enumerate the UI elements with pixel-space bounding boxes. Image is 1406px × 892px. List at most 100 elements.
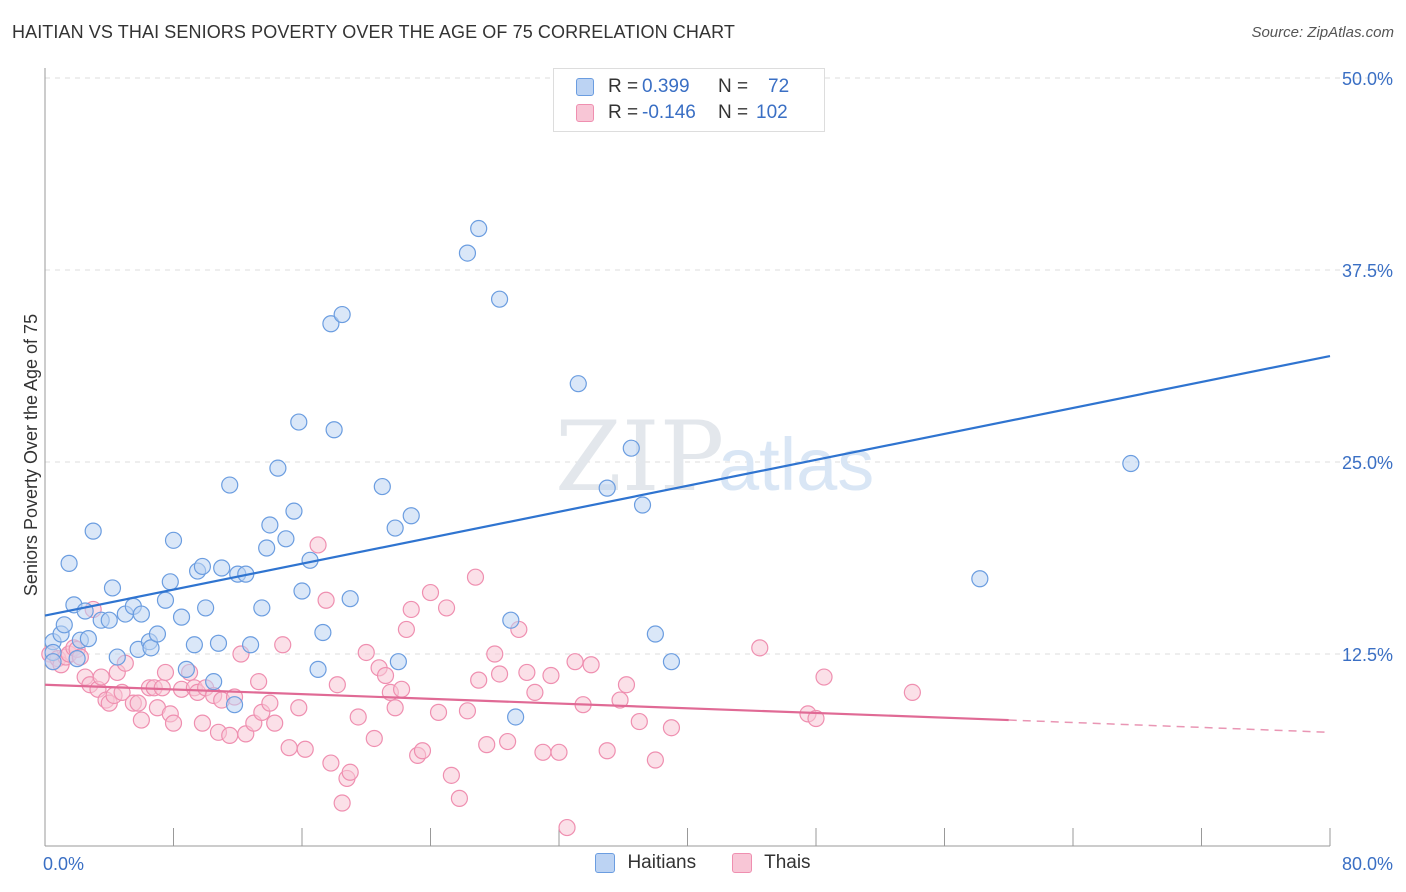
point-thais (413, 742, 432, 760)
point-haitians (68, 650, 86, 668)
point-haitians (971, 570, 989, 588)
point-haitians (622, 439, 640, 457)
point-haitians (55, 616, 73, 634)
legend-row-haitians: R = 0.399 N = 72 (576, 75, 789, 99)
point-haitians (164, 531, 183, 549)
legend-r-label: R = (608, 102, 639, 123)
trend-line-thais (44, 683, 1009, 722)
point-thais (164, 714, 183, 732)
trend-line-haitians (44, 354, 1331, 617)
trend-line-extension-thais (1008, 719, 1331, 734)
point-haitians (458, 244, 477, 262)
point-haitians (598, 479, 616, 497)
point-thais (341, 763, 359, 781)
point-haitians (108, 648, 126, 666)
point-haitians (314, 623, 332, 642)
legend-item-thais[interactable]: Thais (732, 852, 811, 874)
point-haitians (100, 611, 118, 629)
point-thais (92, 668, 110, 686)
point-thais (534, 743, 552, 761)
point-thais (558, 818, 576, 837)
point-thais (322, 754, 340, 772)
point-thais (611, 691, 629, 709)
legend-n-label: N = (718, 102, 749, 123)
x-tick-label: 80.0% (1342, 854, 1393, 874)
y-tick-label: 37.5% (1342, 261, 1393, 281)
point-haitians (662, 653, 681, 671)
point-thais (458, 702, 477, 720)
point-thais (274, 636, 292, 654)
point-haitians (325, 421, 343, 439)
point-thais (309, 536, 327, 554)
point-thais (470, 671, 488, 689)
stats-legend: R = 0.399 N = 72 R = -0.146 N = 102 (553, 68, 825, 132)
legend-item-haitians[interactable]: Haitians (595, 852, 696, 874)
point-thais (193, 714, 212, 732)
point-haitians (148, 625, 167, 643)
point-thais (357, 643, 375, 662)
point-thais (250, 673, 268, 691)
legend-r-label: R = (608, 76, 639, 97)
legend-label-thais: Thais (764, 852, 811, 873)
point-haitians (261, 516, 279, 534)
point-thais (582, 656, 600, 674)
point-haitians (221, 476, 239, 494)
point-thais (221, 726, 239, 745)
point-thais (486, 645, 504, 663)
x-tick-label: 0.0% (43, 854, 84, 874)
point-thais (317, 591, 335, 609)
point-thais (328, 676, 346, 694)
point-haitians (209, 634, 228, 652)
legend-swatch-thais (732, 853, 753, 873)
point-haitians (79, 630, 97, 648)
point-thais (630, 712, 648, 731)
point-haitians (389, 653, 407, 671)
legend-swatch-thais (576, 104, 594, 122)
point-thais (386, 699, 404, 717)
point-haitians (197, 599, 215, 617)
scatter-points (41, 219, 1140, 837)
point-thais (402, 600, 420, 619)
legend-n-label: N = (718, 76, 749, 97)
y-axis-label: Seniors Poverty Over the Age of 75 (21, 314, 41, 596)
point-thais (280, 739, 298, 757)
point-thais (421, 583, 440, 602)
point-thais (566, 653, 584, 671)
point-haitians (502, 611, 520, 629)
point-haitians (507, 708, 525, 726)
point-thais (466, 568, 485, 586)
point-thais (807, 709, 825, 728)
y-tick-label: 50.0% (1342, 69, 1393, 89)
point-thais (296, 740, 314, 758)
legend-n-value: 102 (756, 102, 788, 123)
point-haitians (290, 413, 308, 431)
tick-labels: 12.5% 25.0% 37.5% 50.0% 0.0% 80.0% (43, 69, 1393, 874)
point-thais (376, 666, 395, 685)
trend-lines (44, 354, 1331, 734)
point-haitians (569, 375, 587, 393)
point-haitians (44, 653, 62, 671)
chart-title: HAITIAN VS THAI SENIORS POVERTY OVER THE… (12, 22, 735, 42)
point-thais (518, 663, 536, 682)
point-haitians (213, 559, 231, 577)
point-haitians (333, 305, 351, 324)
point-haitians (402, 507, 420, 525)
point-thais (751, 639, 769, 657)
point-thais (815, 668, 833, 686)
point-haitians (633, 496, 652, 514)
point-thais (333, 794, 351, 812)
point-haitians (103, 579, 122, 597)
point-thais (903, 683, 921, 702)
point-haitians (646, 625, 664, 643)
legend-n-value: 72 (768, 76, 790, 97)
point-thais (542, 666, 560, 685)
point-haitians (60, 554, 78, 572)
point-haitians (156, 591, 175, 609)
point-haitians (258, 539, 276, 557)
point-haitians (386, 519, 404, 537)
legend-row-thais: R = -0.146 N = 102 (576, 101, 788, 125)
point-haitians (205, 673, 223, 691)
point-haitians (309, 660, 327, 678)
point-thais (261, 694, 279, 712)
